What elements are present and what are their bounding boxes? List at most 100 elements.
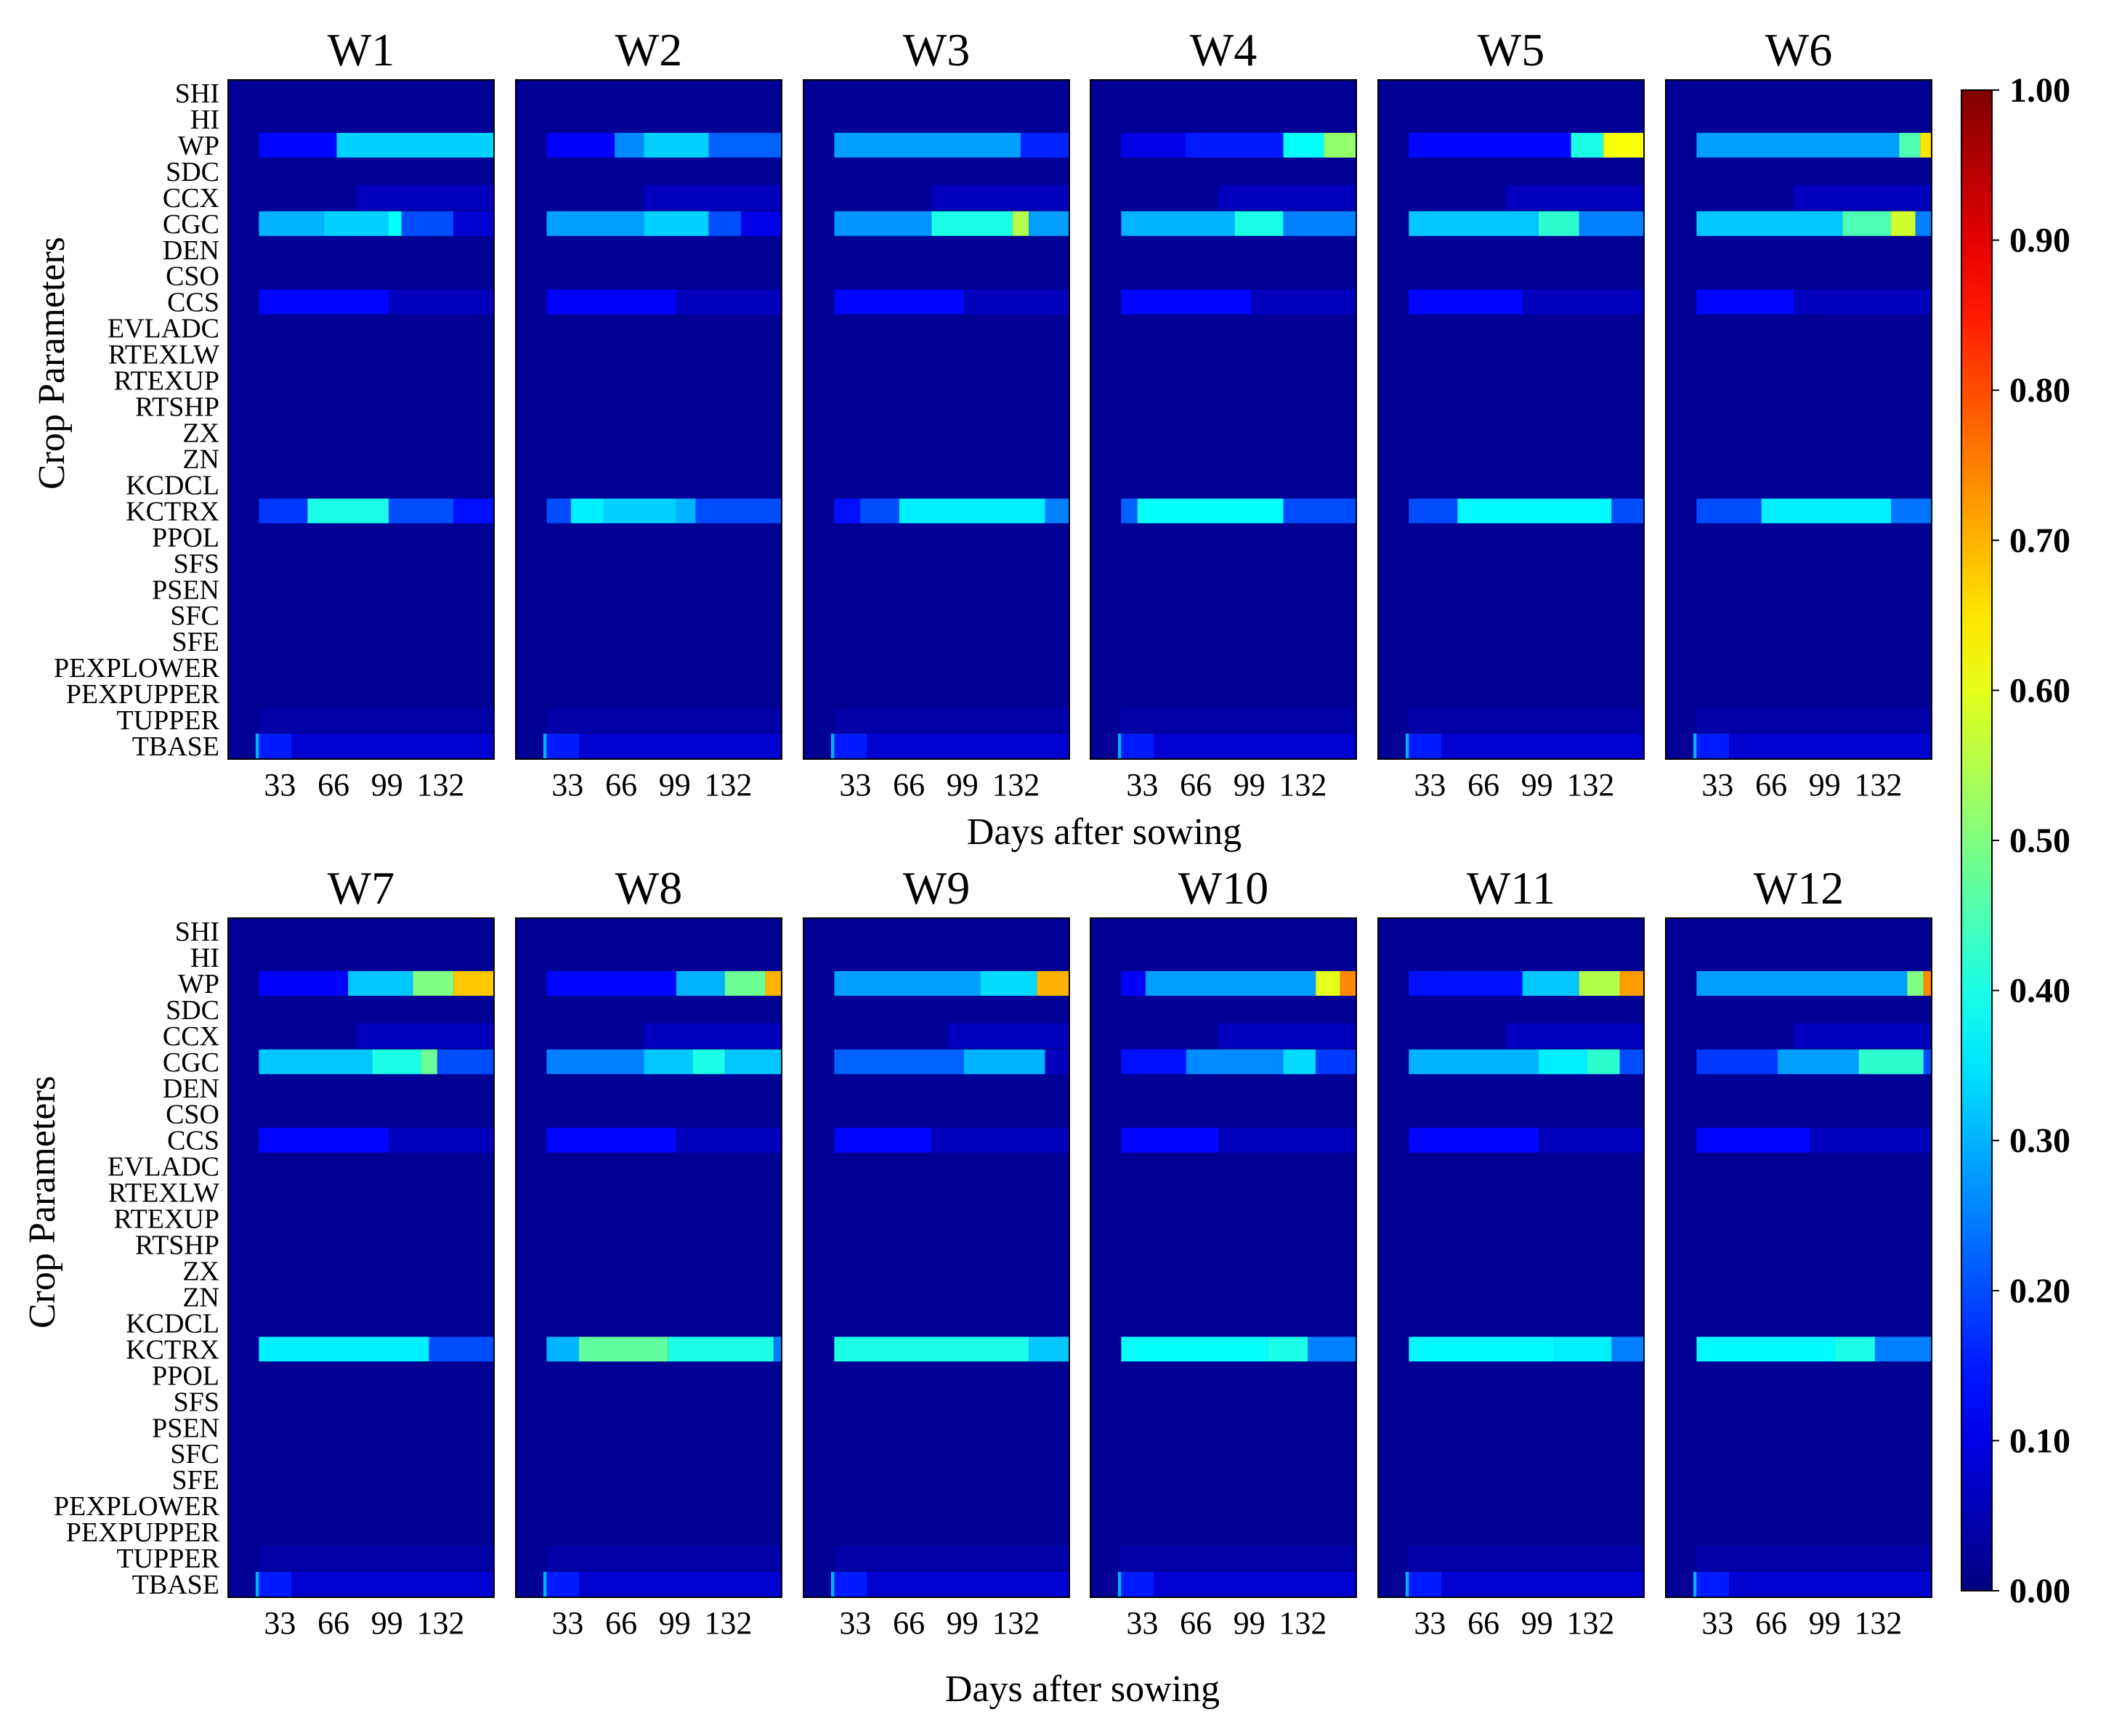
heatmap-cell xyxy=(603,498,676,524)
heatmap-cell xyxy=(1538,1049,1587,1074)
heatmap-cell xyxy=(1696,734,1729,758)
heatmap-cell xyxy=(1409,1127,1539,1153)
heatmap-cell xyxy=(1522,970,1579,996)
y-tick-label-cso: CSO xyxy=(166,261,219,292)
x-tick-label: 99 xyxy=(1521,1605,1553,1641)
heatmap-cell xyxy=(437,1049,494,1074)
heatmap-cell xyxy=(1283,498,1356,524)
y-tick-label-ppol: PPOL xyxy=(152,522,219,553)
heatmap-cell xyxy=(931,184,1069,210)
heatmap-cell xyxy=(708,211,742,236)
heatmap-cell xyxy=(1405,734,1409,758)
heatmap-cell xyxy=(546,970,676,996)
heatmap-cell xyxy=(765,970,782,996)
heatmap-cell xyxy=(1117,734,1122,758)
panel-frame xyxy=(1665,917,1932,1598)
heatmap-cell xyxy=(1441,1572,1644,1597)
panel-frame xyxy=(1377,79,1645,760)
heatmap-cell xyxy=(1045,1049,1069,1074)
heatmap-cell xyxy=(834,1049,964,1074)
y-tick-label-rtexup: RTEXUP xyxy=(113,366,219,397)
colorbar-tick-label: 0.10 xyxy=(2009,1421,2070,1460)
heatmap-cell xyxy=(1506,184,1644,210)
heatmap-cell xyxy=(1794,289,1932,315)
heatmap-cell xyxy=(388,211,402,236)
x-tick-label: 33 xyxy=(264,1605,296,1641)
x-tick-label: 99 xyxy=(1809,767,1841,803)
panel-w4: W4 33 66 99 132 xyxy=(1090,24,1357,803)
y-tick-label-sfe: SFE xyxy=(172,1465,219,1496)
panel-title: W10 xyxy=(1178,862,1268,914)
heatmap-cell xyxy=(1611,498,1644,524)
heatmap-cell xyxy=(1121,734,1154,758)
heatmap-cell xyxy=(860,498,899,524)
heatmap-cell xyxy=(291,734,494,758)
heatmap-cell xyxy=(1409,1049,1539,1074)
heatmap-cell xyxy=(1920,132,1932,158)
heatmap-cell xyxy=(259,498,308,524)
heatmap-cell xyxy=(963,289,1069,315)
x-tick-label: 99 xyxy=(371,1605,403,1641)
x-tick-label: 33 xyxy=(551,767,583,803)
panel-background xyxy=(1090,80,1356,759)
panel-w5: W5 33 66 99 132 xyxy=(1377,24,1645,803)
panel-title: W2 xyxy=(615,24,682,76)
heatmap-cell xyxy=(834,707,1069,733)
x-tick-label: 66 xyxy=(1180,767,1212,803)
heatmap-cell xyxy=(1324,132,1356,158)
heatmap-cell xyxy=(1121,132,1186,158)
panel-title: W5 xyxy=(1478,24,1544,76)
heatmap-cell xyxy=(1899,132,1921,158)
heatmap-cell xyxy=(834,1572,867,1597)
heatmap-cell xyxy=(259,1127,389,1153)
heatmap-cell xyxy=(413,970,454,996)
heatmap-cell xyxy=(644,132,709,158)
heatmap-cell xyxy=(1121,970,1146,996)
x-tick-label: 132 xyxy=(992,767,1040,803)
panel-background xyxy=(516,918,782,1597)
y-tick-label-tbase: TBASE xyxy=(132,1570,219,1600)
heatmap-cell xyxy=(1441,734,1644,758)
heatmap-cell xyxy=(259,132,337,158)
panel-title: W9 xyxy=(903,862,970,914)
heatmap-cell xyxy=(1619,970,1644,996)
panel-frame xyxy=(1665,79,1932,760)
heatmap-cell xyxy=(644,211,709,236)
heatmap-cell xyxy=(546,707,782,733)
x-tick-label: 132 xyxy=(416,1605,464,1641)
heatmap-cell xyxy=(1045,498,1069,524)
x-tick-label: 66 xyxy=(317,1605,349,1641)
y-tick-label-evladc: EVLADC xyxy=(108,1152,219,1183)
heatmap-cell xyxy=(1794,1023,1932,1048)
heatmap-cell xyxy=(1915,211,1932,236)
heatmap-cell xyxy=(1409,734,1441,758)
heatmap-cell xyxy=(1250,289,1356,315)
y-tick-label-tupper: TUPPER xyxy=(117,705,220,736)
panel-w12: W12 33 66 99 132 xyxy=(1665,862,1932,1641)
x-tick-label: 33 xyxy=(1126,767,1158,803)
heatmap-cell xyxy=(1891,211,1916,236)
x-axis-label-top: Days after sowing xyxy=(967,811,1242,853)
x-tick-label: 33 xyxy=(264,767,296,803)
heatmap-cell xyxy=(1571,132,1604,158)
heatmap-cell xyxy=(543,1572,547,1597)
heatmap-cell xyxy=(1021,132,1069,158)
y-tick-label-rtexlw: RTEXLW xyxy=(108,340,219,370)
panel-title: W1 xyxy=(328,24,394,76)
y-tick-label-sfs: SFS xyxy=(174,548,219,579)
y-tick-label-wp: WP xyxy=(178,131,219,161)
heatmap-cell xyxy=(1696,498,1762,524)
heatmap-cell xyxy=(1186,1049,1284,1074)
x-tick-label: 66 xyxy=(893,1605,925,1641)
heatmap-cell xyxy=(1409,211,1539,236)
heatmap-cell xyxy=(453,970,494,996)
heatmap-cell xyxy=(1283,1049,1316,1074)
heatmap-cell xyxy=(830,1572,835,1597)
heatmap-cell xyxy=(1029,1337,1069,1362)
heatmap-cell xyxy=(963,1049,1045,1074)
y-tick-label-wp: WP xyxy=(178,969,219,999)
y-tick-label-ccx: CCX xyxy=(163,183,219,214)
heatmap-cell xyxy=(1923,1049,1932,1074)
heatmap-cell xyxy=(1611,1337,1644,1362)
y-tick-label-shi: SHI xyxy=(175,78,219,109)
